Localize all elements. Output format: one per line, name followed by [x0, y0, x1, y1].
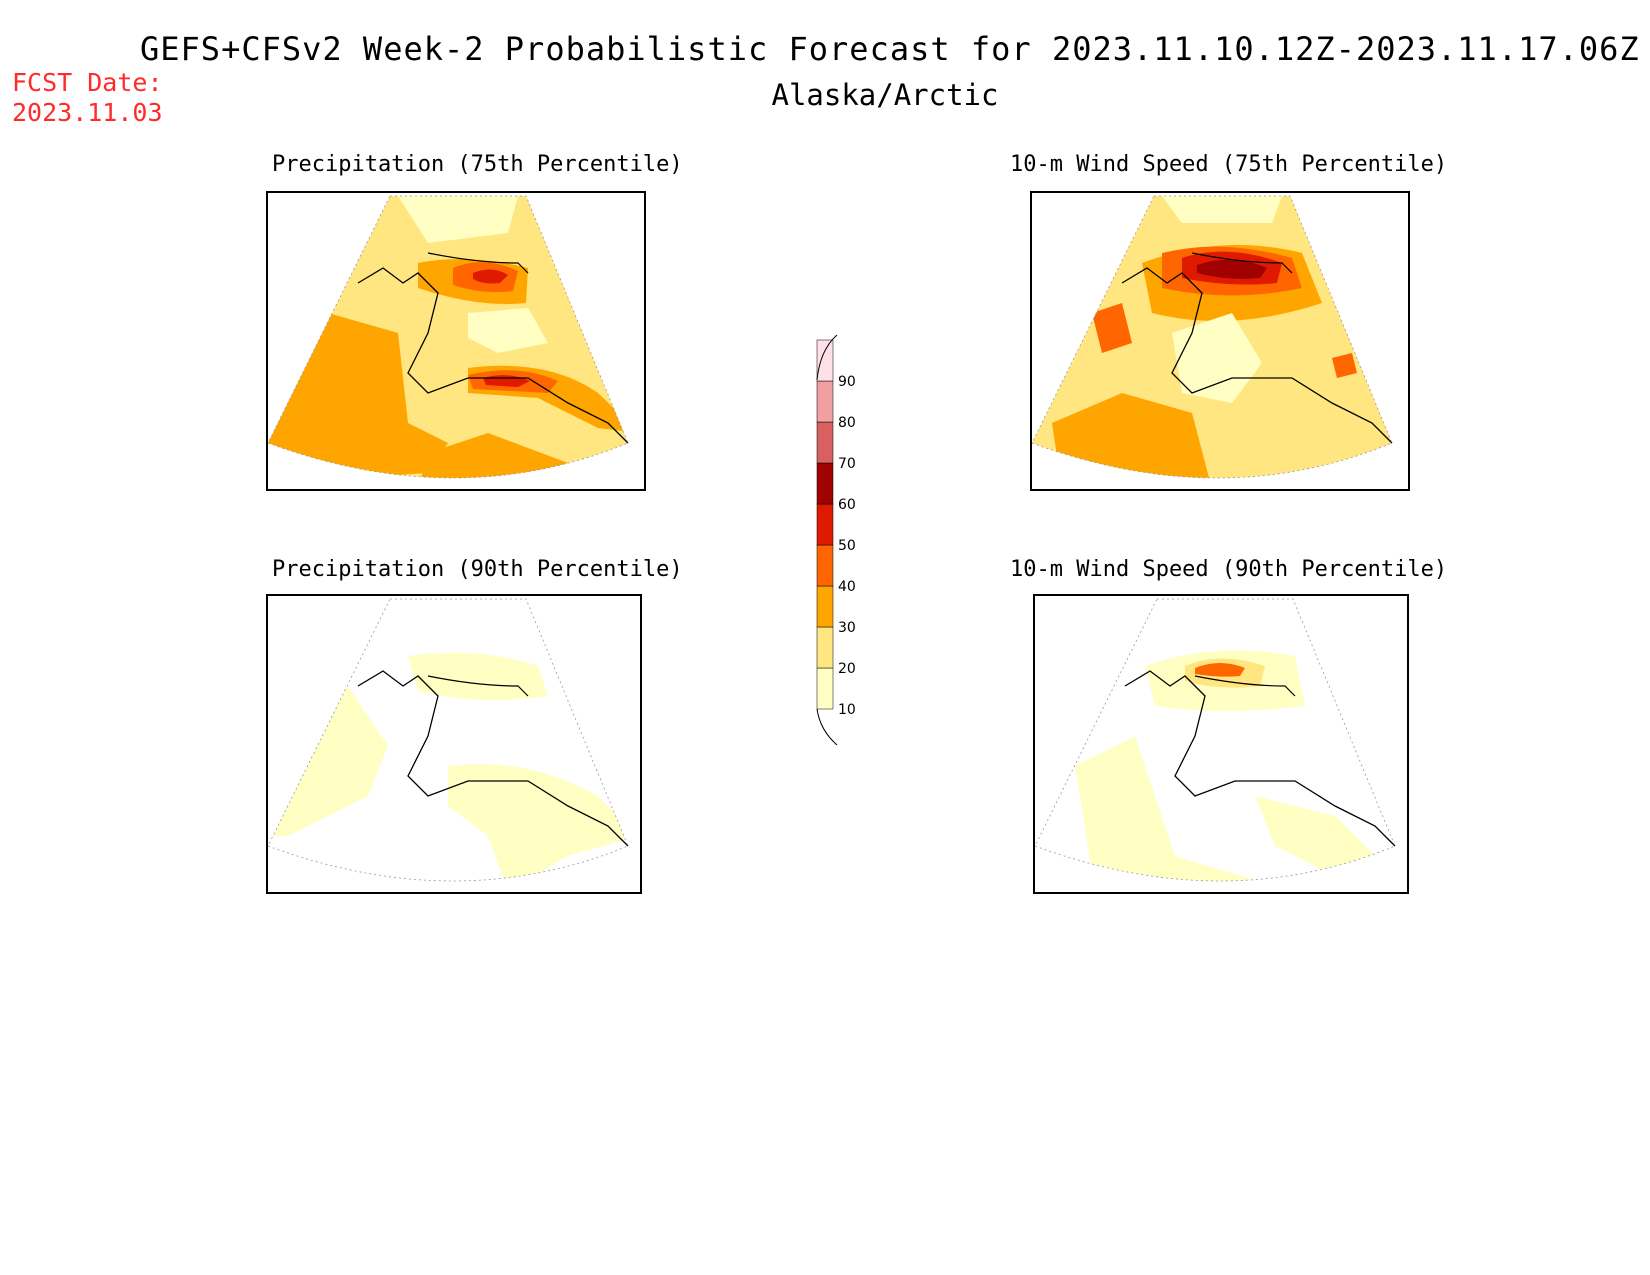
colorbar-tick-label: 80	[838, 415, 856, 431]
probability-fill-40	[1332, 353, 1357, 378]
colorbar-tick-label: 50	[838, 538, 856, 554]
panel-title-wind90: 10-m Wind Speed (90th Percentile)	[1010, 557, 1448, 582]
coastline-outline	[427, 675, 529, 697]
coastline-outline	[357, 670, 629, 847]
probability-fill-60	[1197, 259, 1267, 279]
colorbar-tick-label: 20	[838, 661, 856, 677]
probability-fill-40	[1195, 663, 1245, 677]
probability-fill-10	[1075, 736, 1295, 881]
coastline-outline	[1124, 670, 1396, 847]
colorbar-swatch	[816, 626, 834, 669]
probability-fill-10	[1162, 196, 1282, 223]
colorbar-swatch	[816, 544, 834, 587]
probability-fill-50	[473, 269, 508, 284]
colorbar-top-cap	[816, 335, 838, 381]
colorbar-tick-label: 70	[838, 456, 856, 472]
colorbar-swatch	[816, 667, 834, 710]
panel-title-wind75: 10-m Wind Speed (75th Percentile)	[1010, 152, 1448, 177]
probability-fill-10	[398, 196, 518, 243]
probability-fill-30	[268, 313, 448, 478]
colorbar-bottom-cap	[816, 708, 838, 745]
colorbar-tick-label: 30	[838, 620, 856, 636]
probability-fill-10	[448, 764, 628, 881]
probability-fill-10	[268, 686, 388, 836]
coastline-outline	[427, 252, 529, 274]
panel-title-precip75: Precipitation (75th Percentile)	[272, 152, 683, 177]
probability-fill-40	[1092, 303, 1132, 353]
forecast-date-label: FCST Date: 2023.11.03	[12, 68, 163, 128]
coastline-outline	[1121, 267, 1393, 444]
probability-fill-10	[1255, 796, 1375, 876]
probability-fill-10	[408, 652, 548, 700]
map-panel-wind90	[1033, 594, 1409, 894]
colorbar-tick-label: 40	[838, 579, 856, 595]
colorbar-tick-label: 90	[838, 374, 856, 390]
colorbar-swatch	[816, 339, 834, 382]
colorbar-swatch	[816, 503, 834, 546]
probability-fill-10	[1172, 313, 1262, 403]
probability-colorbar: 10 20 30 40 50 60 70 80 90	[816, 335, 856, 745]
coastline-outline	[1191, 252, 1293, 274]
colorbar-swatches	[816, 339, 834, 710]
colorbar-swatch	[816, 585, 834, 628]
colorbar-swatch	[816, 421, 834, 464]
probability-fill-10	[468, 308, 548, 353]
coastline-outline	[357, 267, 629, 444]
panel-title-precip90: Precipitation (90th Percentile)	[272, 557, 683, 582]
colorbar-tick-label: 60	[838, 497, 856, 513]
map-panel-precip75	[266, 191, 646, 491]
forecast-date-caption: FCST Date:	[12, 68, 163, 97]
region-subtitle: Alaska/Arctic	[771, 78, 999, 112]
figure-title: GEFS+CFSv2 Week-2 Probabilistic Forecast…	[140, 30, 1640, 68]
colorbar-tick-label: 10	[838, 702, 856, 718]
colorbar-swatch	[816, 380, 834, 423]
colorbar-swatch	[816, 462, 834, 505]
map-panel-precip90	[266, 594, 642, 894]
map-panel-wind75	[1030, 191, 1410, 491]
coastline-outline	[1194, 675, 1296, 697]
colorbar-labels: 10 20 30 40 50 60 70 80 90	[838, 374, 856, 718]
forecast-date-value: 2023.11.03	[12, 98, 163, 127]
